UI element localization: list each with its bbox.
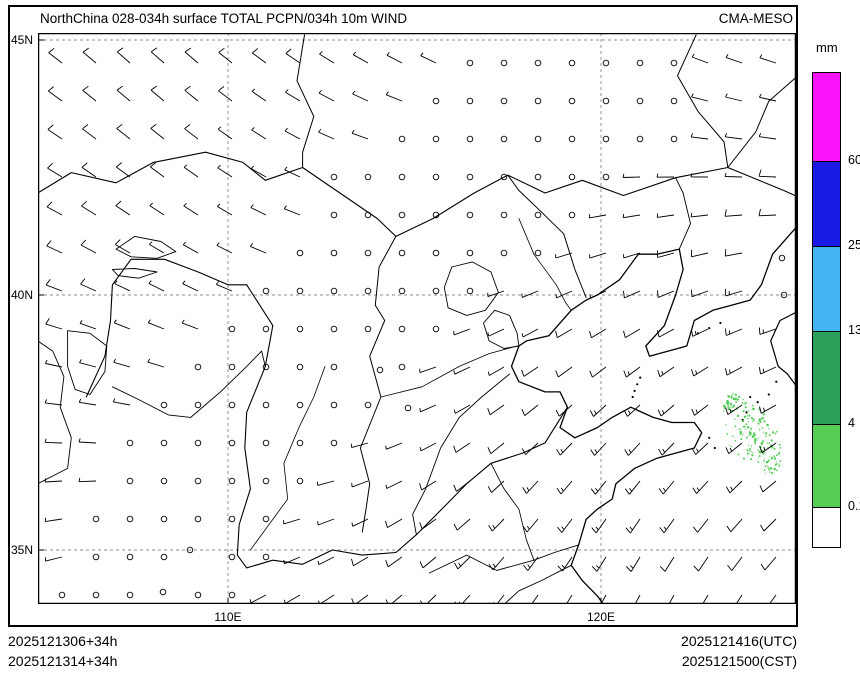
- outline-mongolia-spur: [296, 34, 315, 168]
- outline-ningxia-loop: [67, 330, 108, 395]
- outline-coast-korea: [770, 312, 796, 385]
- calm-circles: [159, 254, 788, 596]
- outline-shandong-inner: [490, 462, 535, 561]
- model-name: CMA-MESO: [718, 11, 793, 26]
- lon-tick-120e: 120E: [586, 610, 616, 624]
- lon-tick-110e: 110E: [214, 610, 242, 624]
- outline-hetao-yellow-river: [85, 258, 248, 398]
- outline-jiangsu-border: [503, 564, 572, 604]
- wind-barbs: [44, 47, 777, 604]
- colorbar-segment-3: [813, 332, 840, 425]
- outline-tianjin-boundary: [483, 309, 520, 349]
- init-time-cst: 2025121314+34h: [8, 653, 118, 669]
- colorbar-segment-1: [813, 162, 840, 247]
- outline-shanxi-hebei-border: [359, 235, 397, 533]
- lat-tick-40n: 40N: [11, 288, 34, 302]
- colorbar: [812, 72, 841, 548]
- chart-frame: [8, 5, 798, 627]
- colorbar-segment-0: [813, 73, 840, 162]
- outline-hetao-loop-2: [111, 268, 158, 279]
- colorbar-tick-0p1: 0.1: [848, 499, 860, 513]
- map-plot-area: [38, 33, 796, 604]
- lat-tick-45n: 45N: [11, 33, 34, 47]
- colorbar-tick-60: 60: [848, 153, 860, 167]
- colorbar-unit-label: mm: [816, 40, 838, 55]
- outline-shaanxi-im-border: [111, 350, 266, 418]
- map-outlines: [38, 34, 796, 604]
- outline-shandong-south-border: [428, 544, 580, 574]
- outline-inner-mongolia-border: [38, 151, 796, 237]
- outline-yellow-river-lower: [246, 406, 568, 569]
- colorbar-tick-4: 4: [848, 416, 855, 430]
- outline-hebei-shandong-border: [412, 373, 511, 536]
- colorbar-segment-2: [813, 247, 840, 332]
- plot-border: [38, 33, 796, 604]
- init-time-utc: 2025121306+34h: [8, 633, 118, 649]
- outline-fen-river: [249, 365, 326, 551]
- outline-west-edge-line: [38, 340, 72, 485]
- outline-hetao-loop-1: [115, 235, 177, 259]
- precip-speckles: [720, 393, 782, 474]
- outline-hai-river: [380, 345, 518, 398]
- colorbar-segment-4: [813, 425, 840, 508]
- outline-northeast-spur-1: [677, 34, 729, 168]
- outline-northeast-spur-2: [727, 77, 796, 168]
- island-dots: [631, 321, 778, 450]
- outline-coast-bohai-yellowsea: [510, 228, 796, 604]
- colorbar-tick-25: 25: [848, 238, 860, 252]
- valid-time-cst: 2025121500(CST): [681, 653, 797, 669]
- outline-shaanxi-shanxi-yellow-river: [236, 284, 274, 569]
- gridlines: [38, 33, 796, 604]
- colorbar-segment-5: [813, 508, 840, 547]
- chart-title: NorthChina 028-034h surface TOTAL PCPN/0…: [40, 11, 408, 26]
- colorbar-tick-13: 13: [848, 323, 860, 337]
- outline-hebei-liaoning-border: [507, 174, 587, 298]
- outline-liaoning-inner: [675, 177, 691, 250]
- valid-time-utc: 2025121416(UTC): [681, 633, 797, 649]
- outline-luan-river: [518, 218, 572, 311]
- lat-tick-35n: 35N: [11, 543, 34, 557]
